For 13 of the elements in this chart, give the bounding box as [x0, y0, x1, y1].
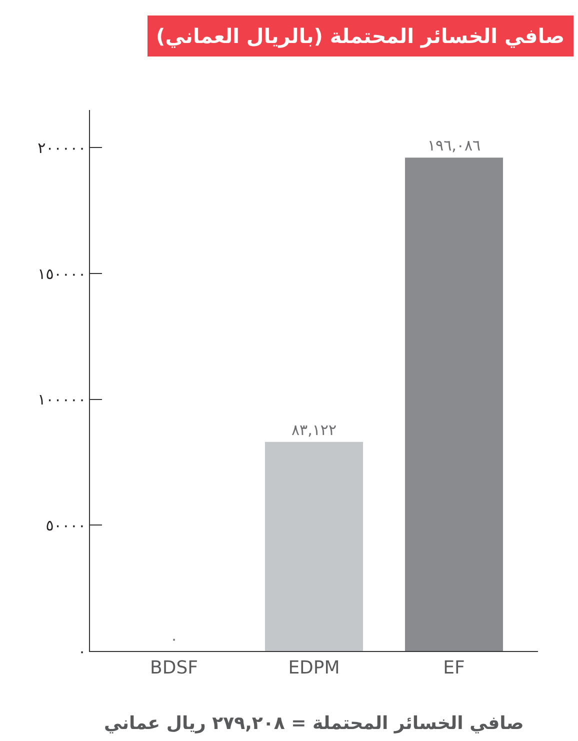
y-tick-label: ٠ [78, 642, 86, 660]
y-tick-label: ١٥٠٠٠٠ [38, 264, 86, 283]
x-tick-label: BDSF [150, 658, 198, 679]
chart-title: صافي الخسائر المحتملة (بالريال العماني) [156, 24, 565, 48]
x-tick-label: EF [443, 658, 465, 679]
y-tick-label: ٥٠٠٠٠ [46, 516, 86, 534]
y-tick-label: ٢٠٠٠٠٠ [38, 138, 86, 157]
data-label: ١٩٦,٠٨٦ [427, 136, 481, 155]
data-label: ٠ [170, 630, 178, 648]
text: صافي الخسائر المحتملة = ٢٧٩,٢٠٨ ريال عماني [104, 713, 524, 734]
data-label: ٨٣,١٢٢ [291, 420, 337, 439]
y-tick-label: ١٠٠٠٠٠ [38, 390, 86, 409]
x-tick-label: EDPM [288, 658, 340, 679]
